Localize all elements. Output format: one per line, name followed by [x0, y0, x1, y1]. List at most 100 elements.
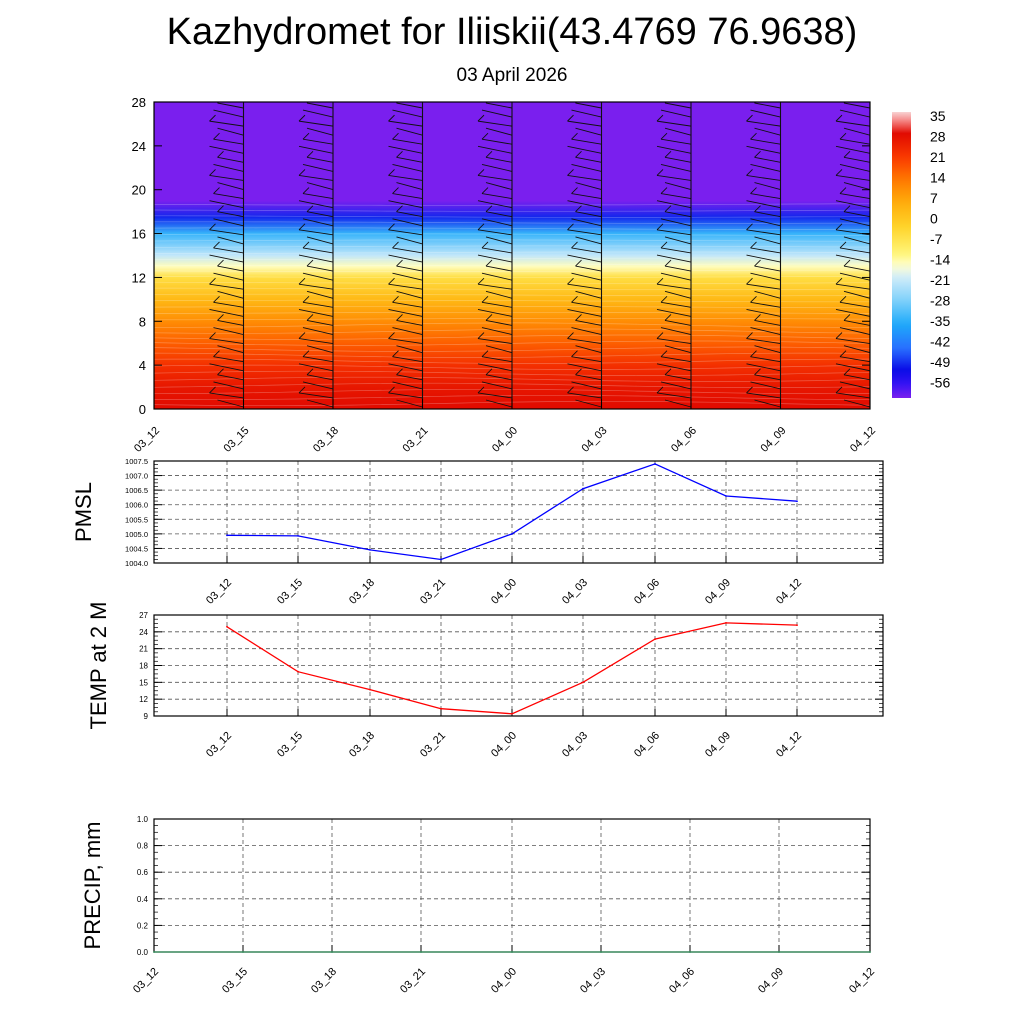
wind-barb	[485, 182, 513, 190]
wind-barb-flag	[213, 296, 220, 303]
wind-barb	[306, 345, 334, 354]
wind-barb	[388, 120, 423, 127]
y-axis-label: PRECIP, mm	[80, 822, 105, 950]
data-point	[654, 638, 656, 641]
wind-barb	[750, 163, 781, 172]
wind-barb	[213, 247, 244, 254]
wind-barb	[835, 283, 870, 290]
wind-barb-flag	[485, 314, 493, 321]
y-tick-label: 12	[139, 695, 148, 704]
wind-barb	[656, 120, 692, 127]
wind-barb	[213, 218, 244, 227]
wind-barb	[485, 399, 513, 408]
wind-barb-flag	[843, 205, 851, 213]
data-point	[226, 625, 228, 628]
wind-barb	[754, 345, 781, 354]
wind-barb-flag	[656, 169, 664, 176]
wind-barb	[754, 399, 781, 408]
wind-barb	[746, 308, 781, 317]
wind-barb	[477, 254, 513, 263]
wind-barb	[154, 261, 155, 263]
wind-barb	[392, 109, 423, 118]
wind-barb-flag	[298, 114, 306, 122]
wind-barb	[217, 102, 244, 109]
colorbar-label: -21	[930, 272, 950, 288]
data-point	[654, 463, 656, 465]
wind-barb	[298, 338, 334, 345]
wind-barb	[306, 320, 334, 326]
wind-barb	[656, 254, 692, 263]
wind-barb	[754, 127, 781, 136]
wind-barb	[754, 156, 781, 163]
wind-barb	[485, 156, 513, 163]
data-point	[778, 951, 780, 953]
wind-barb	[754, 182, 781, 190]
wind-barb	[843, 265, 870, 272]
wind-barb	[154, 379, 155, 380]
wind-barb-flag	[477, 169, 485, 176]
wind-barb	[481, 272, 513, 281]
wind-barb-flag	[120, 115, 126, 121]
data-point	[420, 951, 422, 953]
wind-barbs	[120, 102, 870, 409]
wind-barb	[154, 207, 155, 208]
wind-barb-flag	[213, 241, 220, 249]
wind-barb	[209, 145, 244, 154]
wind-barb	[656, 338, 692, 345]
wind-barb	[396, 102, 423, 109]
wind-barb-flag	[835, 223, 843, 231]
wind-barb-flag	[485, 368, 493, 376]
wind-barb	[567, 120, 602, 127]
wind-barb	[485, 374, 513, 381]
y-tick-label: 12	[132, 270, 146, 285]
data-point	[153, 951, 155, 953]
wind-barb	[392, 247, 423, 254]
wind-barb-flag	[485, 259, 493, 267]
wind-barb	[571, 109, 602, 118]
wind-barb	[298, 392, 334, 399]
wind-barb-flag	[839, 187, 847, 194]
data-point	[511, 951, 513, 953]
wind-barb	[660, 218, 692, 227]
y-tick-label: 1007.0	[125, 472, 148, 481]
wind-barb	[664, 236, 692, 245]
data-point	[226, 534, 228, 537]
wind-barb-flag	[481, 187, 489, 194]
data-point	[725, 495, 727, 497]
wind-barb-flag	[660, 350, 668, 358]
y-tick-label: 20	[132, 183, 146, 198]
wind-barb-flag	[481, 296, 489, 303]
wind-barb-flag	[124, 188, 130, 194]
wind-barb	[209, 392, 244, 399]
wind-barb-flag	[396, 368, 403, 376]
chart-subtitle: 03 April 2026	[456, 65, 568, 86]
wind-barb	[302, 301, 334, 308]
wind-barb	[575, 182, 602, 190]
wind-barb	[656, 145, 692, 154]
wind-barb-flag	[660, 296, 668, 303]
wind-barb	[298, 283, 334, 290]
wind-barb	[750, 327, 781, 335]
wind-barb	[575, 127, 602, 136]
wind-barb	[396, 320, 423, 326]
wind-barb	[660, 247, 692, 254]
wind-barb	[660, 163, 692, 172]
wind-barb	[575, 156, 602, 163]
wind-barb-flag	[571, 187, 578, 194]
y-tick-label: 1.0	[137, 815, 149, 824]
chart-title: Kazhydromet for Iliiskii(43.4769 76.9638…	[166, 11, 858, 53]
wind-barb	[388, 338, 423, 345]
wind-barb	[664, 399, 692, 408]
wind-barb	[567, 338, 602, 345]
wind-barb	[481, 381, 513, 390]
y-tick-label: 21	[139, 645, 148, 654]
wind-barb	[571, 193, 602, 200]
wind-barb	[209, 175, 244, 181]
wind-barb	[302, 247, 334, 254]
wind-barb	[388, 200, 423, 209]
y-tick-label: 4	[139, 358, 146, 373]
wind-barb-flag	[567, 332, 574, 339]
x-tick-label: 03_18	[347, 730, 377, 760]
wind-barb	[656, 308, 692, 317]
